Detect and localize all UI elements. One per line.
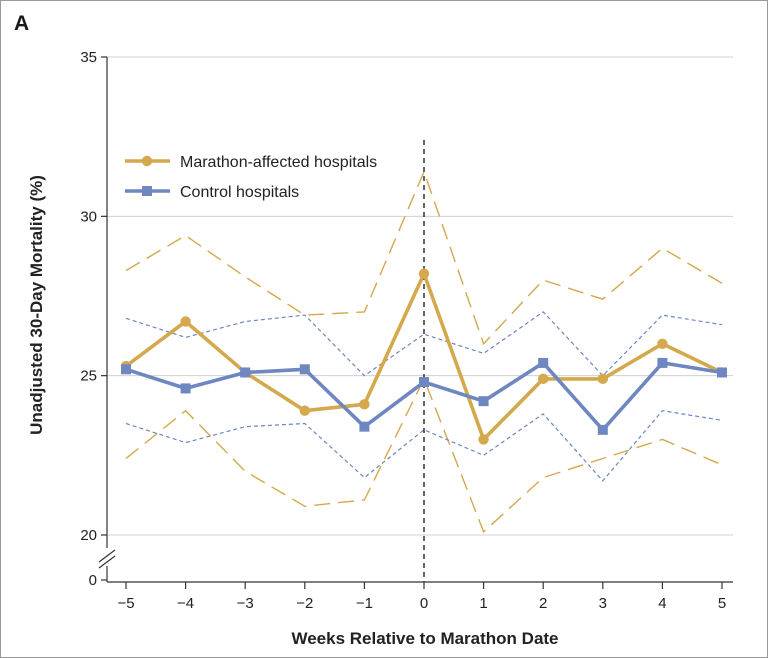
y-tick-label: 20 bbox=[80, 527, 97, 544]
horizontal-gridlines bbox=[107, 56, 733, 536]
x-tick-label: −3 bbox=[237, 595, 254, 612]
x-tick-label: 1 bbox=[479, 595, 487, 612]
axes: 20 25 30 35 0 −5 −4 −3 −2 −1 0 1 2 3 4 5 bbox=[80, 49, 733, 612]
legend: Marathon-affected hospitals Control hospi… bbox=[125, 154, 377, 201]
legend-label: Control hospitals bbox=[180, 184, 299, 201]
data-point-control bbox=[478, 396, 489, 407]
x-tick-label: 2 bbox=[539, 595, 547, 612]
series-lines bbox=[120, 268, 728, 445]
legend-marker-square bbox=[142, 186, 152, 196]
data-point-marathon bbox=[657, 338, 668, 349]
x-tick-label: −5 bbox=[117, 595, 134, 612]
x-tick-label: 5 bbox=[718, 595, 726, 612]
data-point-marathon bbox=[359, 399, 370, 410]
x-axis-title: Weeks Relative to Marathon Date bbox=[291, 629, 558, 648]
y-tick-label: 35 bbox=[80, 49, 97, 66]
y-axis-break-mark bbox=[98, 555, 116, 569]
data-point-control bbox=[180, 383, 191, 394]
x-tick-label: −2 bbox=[296, 595, 313, 612]
y-tick-label: 25 bbox=[80, 368, 97, 385]
data-point-marathon bbox=[478, 434, 489, 445]
ci-lower-line-series-1 bbox=[125, 410, 723, 482]
panel-label: A bbox=[14, 12, 29, 35]
data-point-marathon bbox=[418, 268, 430, 279]
data-point-control bbox=[240, 367, 251, 378]
x-tick-label: −4 bbox=[177, 595, 194, 612]
data-point-marathon bbox=[597, 373, 608, 385]
data-point-control bbox=[419, 377, 429, 388]
data-point-control bbox=[121, 364, 131, 375]
data-point-control bbox=[538, 357, 549, 368]
x-tick-label: 0 bbox=[420, 595, 428, 612]
data-point-marathon bbox=[180, 316, 191, 327]
data-point-marathon bbox=[299, 405, 310, 416]
y-axis-title: Unadjusted 30-Day Mortality (%) bbox=[27, 175, 46, 435]
y-tick-label: 0 bbox=[89, 572, 97, 589]
data-point-control bbox=[359, 421, 370, 432]
y-axis-break-mark bbox=[98, 549, 116, 563]
data-point-marathon bbox=[538, 373, 549, 385]
x-tick-label: 3 bbox=[599, 595, 607, 612]
data-point-control bbox=[299, 364, 310, 375]
legend-label: Marathon-affected hospitals bbox=[180, 154, 377, 171]
data-point-control bbox=[597, 424, 608, 435]
data-point-control bbox=[657, 357, 668, 368]
x-tick-label: 4 bbox=[658, 595, 666, 612]
data-point-control bbox=[717, 367, 727, 378]
ci-upper-line-series-0 bbox=[125, 169, 723, 346]
ci-lower-line-series-0 bbox=[125, 377, 723, 534]
x-tick-label: −1 bbox=[356, 595, 373, 612]
y-tick-label: 30 bbox=[80, 208, 97, 225]
confidence-bands bbox=[125, 169, 723, 534]
legend-marker-circle bbox=[141, 155, 153, 167]
